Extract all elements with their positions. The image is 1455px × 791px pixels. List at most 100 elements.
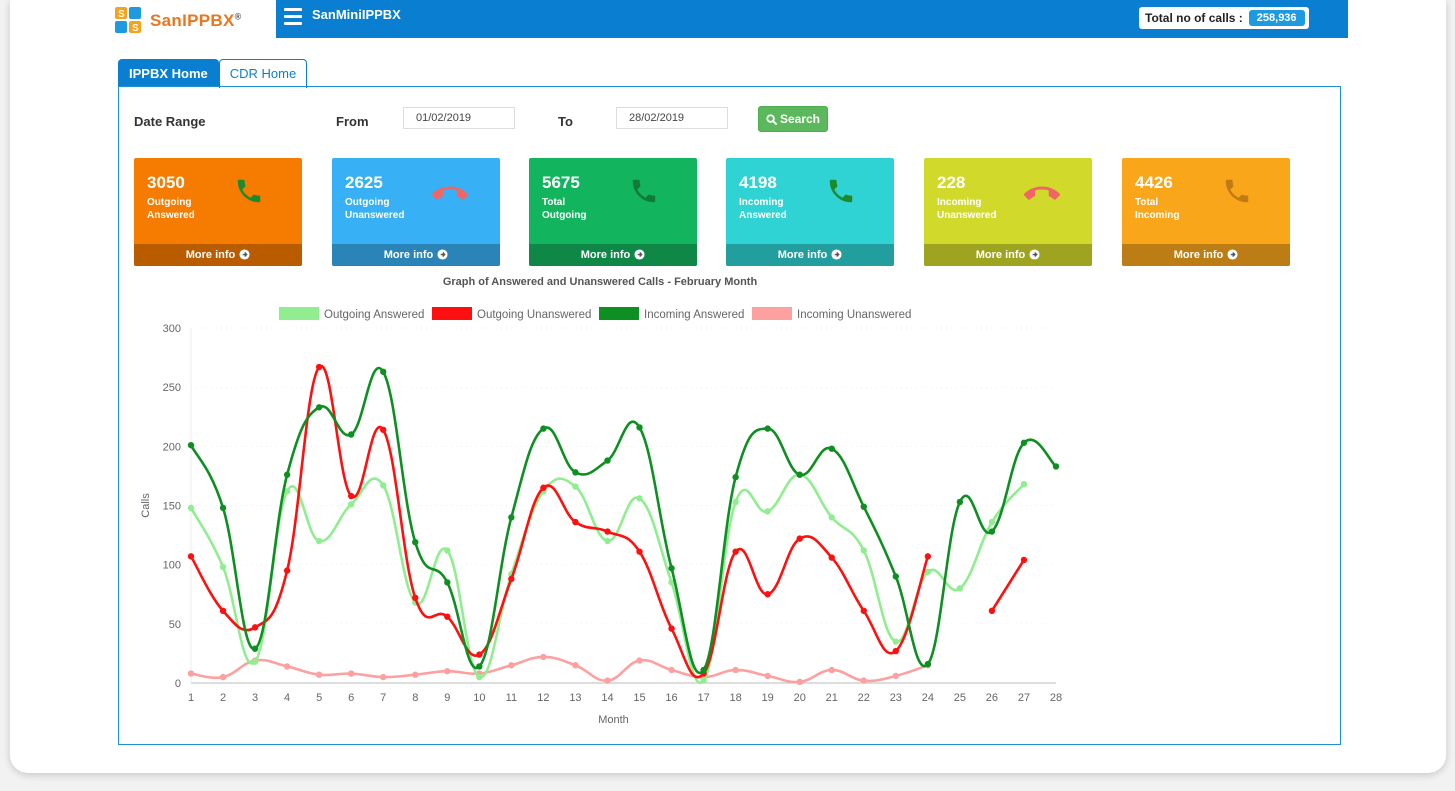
data-point[interactable] <box>764 508 771 515</box>
data-point[interactable] <box>700 677 707 684</box>
legend-swatch[interactable] <box>279 307 319 320</box>
data-point[interactable] <box>540 425 547 432</box>
data-point[interactable] <box>796 678 803 686</box>
data-point[interactable] <box>315 671 323 678</box>
data-point[interactable] <box>315 537 323 545</box>
data-point[interactable] <box>956 585 964 592</box>
legend-label[interactable]: Incoming Unanswered <box>797 309 911 321</box>
data-point[interactable] <box>476 651 483 658</box>
data-point[interactable] <box>219 607 227 615</box>
legend-swatch[interactable] <box>432 307 472 320</box>
data-point[interactable] <box>956 498 964 506</box>
data-point[interactable] <box>476 673 483 681</box>
data-point[interactable] <box>636 495 643 502</box>
data-point[interactable] <box>1052 463 1060 470</box>
data-point[interactable] <box>315 404 323 411</box>
data-point[interactable] <box>828 554 835 561</box>
data-point[interactable] <box>892 647 900 655</box>
logo[interactable]: S S SanIPPBX® <box>10 0 276 38</box>
legend-label[interactable]: Outgoing Unanswered <box>477 309 591 321</box>
data-point[interactable] <box>315 363 323 371</box>
data-point[interactable] <box>764 591 771 598</box>
data-point[interactable] <box>187 670 195 677</box>
data-point[interactable] <box>283 471 291 478</box>
data-point[interactable] <box>187 553 195 560</box>
data-point[interactable] <box>1020 481 1028 488</box>
data-point[interactable] <box>892 672 900 680</box>
data-point[interactable] <box>444 667 451 675</box>
data-point[interactable] <box>892 573 900 580</box>
legend-label[interactable]: Outgoing Answered <box>324 309 424 321</box>
data-point[interactable] <box>572 518 579 526</box>
data-point[interactable] <box>187 441 195 449</box>
more-info-link[interactable]: More info <box>1122 244 1290 266</box>
more-info-link[interactable]: More info <box>726 244 894 266</box>
data-point[interactable] <box>732 666 739 674</box>
data-point[interactable] <box>347 431 355 438</box>
data-point[interactable] <box>219 504 227 512</box>
data-point[interactable] <box>251 624 259 631</box>
data-point[interactable] <box>476 663 483 670</box>
data-point[interactable] <box>380 482 387 489</box>
data-point[interactable] <box>860 503 867 510</box>
data-point[interactable] <box>732 473 739 481</box>
data-point[interactable] <box>251 645 259 652</box>
data-point[interactable] <box>380 426 387 433</box>
data-point[interactable] <box>219 673 227 681</box>
data-point[interactable] <box>668 666 675 674</box>
from-date-field[interactable]: 01/02/2019 <box>403 107 515 129</box>
data-point[interactable] <box>732 548 739 555</box>
data-point[interactable] <box>860 677 867 684</box>
data-point[interactable] <box>508 514 515 521</box>
data-point[interactable] <box>988 528 996 535</box>
data-point[interactable] <box>412 594 419 601</box>
data-point[interactable] <box>508 662 515 669</box>
data-point[interactable] <box>444 547 451 554</box>
data-point[interactable] <box>668 565 675 572</box>
data-point[interactable] <box>508 575 515 583</box>
data-point[interactable] <box>283 488 291 495</box>
more-info-link[interactable]: More info <box>529 244 697 266</box>
data-point[interactable] <box>347 501 355 508</box>
data-point[interactable] <box>828 514 835 521</box>
data-point[interactable] <box>604 528 611 535</box>
data-point[interactable] <box>668 579 675 586</box>
data-point[interactable] <box>444 613 451 620</box>
data-point[interactable] <box>924 568 932 575</box>
data-point[interactable] <box>764 425 771 432</box>
data-point[interactable] <box>347 492 355 500</box>
data-point[interactable] <box>860 607 867 615</box>
data-point[interactable] <box>572 469 579 476</box>
data-point[interactable] <box>700 666 707 674</box>
data-point[interactable] <box>251 658 259 665</box>
data-point[interactable] <box>604 677 611 684</box>
data-point[interactable] <box>572 662 579 669</box>
data-point[interactable] <box>924 660 932 668</box>
data-point[interactable] <box>604 457 611 464</box>
data-point[interactable] <box>988 607 996 615</box>
more-info-link[interactable]: More info <box>332 244 500 266</box>
data-point[interactable] <box>540 484 547 491</box>
more-info-link[interactable]: More info <box>134 244 302 266</box>
data-point[interactable] <box>380 368 387 375</box>
data-point[interactable] <box>796 471 803 478</box>
menu-toggle-icon[interactable] <box>284 8 302 26</box>
data-point[interactable] <box>796 535 803 542</box>
data-point[interactable] <box>1020 439 1028 446</box>
tab-cdr-home[interactable]: CDR Home <box>218 59 308 88</box>
to-date-field[interactable]: 28/02/2019 <box>616 107 728 129</box>
data-point[interactable] <box>1020 556 1028 564</box>
more-info-link[interactable]: More info <box>924 244 1092 266</box>
data-point[interactable] <box>764 672 771 680</box>
data-point[interactable] <box>412 671 419 678</box>
tab-ippbx-home[interactable]: IPPBX Home <box>118 59 219 87</box>
data-point[interactable] <box>828 445 835 452</box>
data-point[interactable] <box>732 498 739 506</box>
data-point[interactable] <box>604 537 611 545</box>
data-point[interactable] <box>636 657 643 664</box>
data-point[interactable] <box>283 663 291 670</box>
data-point[interactable] <box>347 670 355 677</box>
data-point[interactable] <box>636 548 643 555</box>
data-point[interactable] <box>860 547 867 554</box>
search-button[interactable]: Search <box>758 106 828 132</box>
